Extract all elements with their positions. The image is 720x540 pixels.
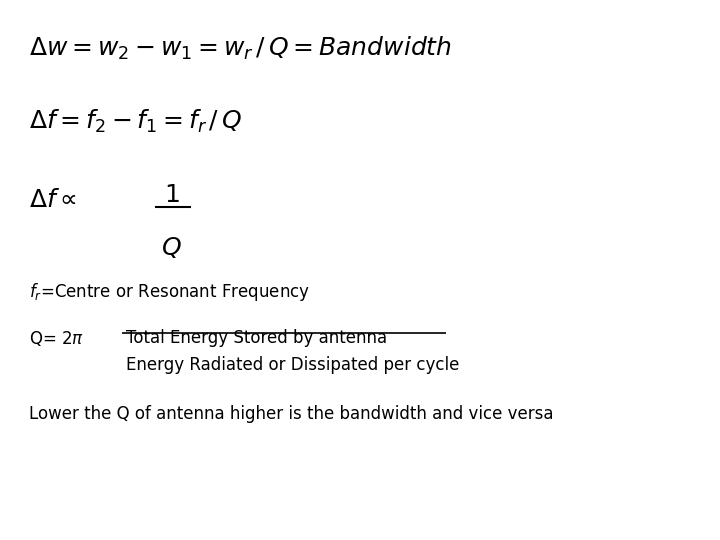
Text: Lower the Q of antenna higher is the bandwidth and vice versa: Lower the Q of antenna higher is the ban… — [29, 405, 553, 423]
Text: $\Delta f = f_2 - f_1 = f_r\,/\,Q$: $\Delta f = f_2 - f_1 = f_r\,/\,Q$ — [29, 108, 242, 135]
Text: Total Energy Stored by antenna: Total Energy Stored by antenna — [126, 329, 387, 347]
Text: $f_r$=Centre or Resonant Frequency: $f_r$=Centre or Resonant Frequency — [29, 281, 310, 303]
Text: $\Delta w = w_2 - w_1 = w_r\,/\,Q = \mathit{Bandwidth}$: $\Delta w = w_2 - w_1 = w_r\,/\,Q = \mat… — [29, 35, 451, 62]
Text: Q= 2$\pi$: Q= 2$\pi$ — [29, 329, 84, 348]
Text: $1$: $1$ — [163, 184, 179, 207]
Text: $\Delta f \propto$: $\Delta f \propto$ — [29, 189, 77, 212]
Text: $Q$: $Q$ — [161, 235, 181, 260]
Text: Energy Radiated or Dissipated per cycle: Energy Radiated or Dissipated per cycle — [126, 356, 459, 374]
